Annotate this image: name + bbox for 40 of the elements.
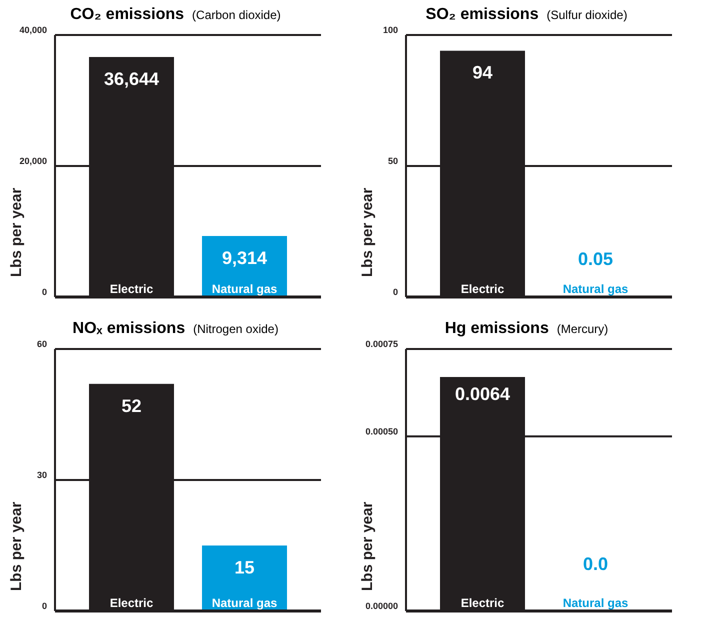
y-tick-label: 0 [392, 287, 398, 298]
y-tick-label: 30 [36, 470, 47, 480]
x-tick-label: Natural gas [562, 596, 628, 610]
y-tick-label: 0.00075 [365, 339, 398, 350]
chart-subtitle: (Nitrogen oxide) [193, 322, 278, 336]
y-axis-title: Lbs per year [8, 500, 26, 591]
y-tick-label: 0 [42, 601, 47, 612]
y-tick-label: 100 [382, 25, 398, 36]
y-axis-title: Lbs per year [359, 186, 377, 277]
chart-title: CO₂ emissions [70, 6, 184, 23]
y-tick-label: 0 [42, 287, 47, 298]
annotation: 0.0 [582, 554, 610, 575]
data-label: 0.05 [578, 249, 614, 269]
x-tick-label: Electric [460, 596, 505, 610]
y-tick-label: 0.00000 [365, 601, 398, 612]
x-tick-label: Natural gas [212, 596, 278, 610]
x-tick-label: Electric [110, 596, 154, 610]
x-tick-label: Natural gas [562, 282, 628, 296]
chart-title: SO₂ emissions [426, 6, 539, 23]
chart-title: NOₓ emissions [72, 320, 186, 337]
data-label: 52 [121, 396, 142, 416]
chart-subtitle: (Carbon dioxide) [192, 8, 281, 22]
chart-subtitle: (Mercury) [556, 322, 608, 336]
y-axis-title: Lbs per year [8, 188, 25, 277]
data-label: 36,644 [104, 68, 160, 89]
y-tick-label: 60 [36, 339, 47, 350]
chart-title: Hg emissions [444, 320, 549, 337]
x-tick-label: Electric [110, 282, 154, 296]
y-tick-label: 0.00050 [365, 426, 398, 437]
data-label: 94 [472, 62, 493, 83]
data-label: 9,314 [222, 248, 268, 268]
y-tick-label: 40,000 [19, 25, 47, 36]
annotation: 0.0064 [454, 384, 512, 405]
chart-subtitle: (Sulfur dioxide) [546, 8, 628, 22]
data-label: 15 [234, 558, 255, 578]
y-tick-label: 50 [388, 156, 398, 166]
y-tick-label: 20,000 [19, 156, 47, 166]
x-tick-label: Natural gas [212, 282, 278, 296]
y-axis-title: Lbs per year [359, 502, 376, 591]
x-tick-label: Electric [460, 282, 505, 296]
